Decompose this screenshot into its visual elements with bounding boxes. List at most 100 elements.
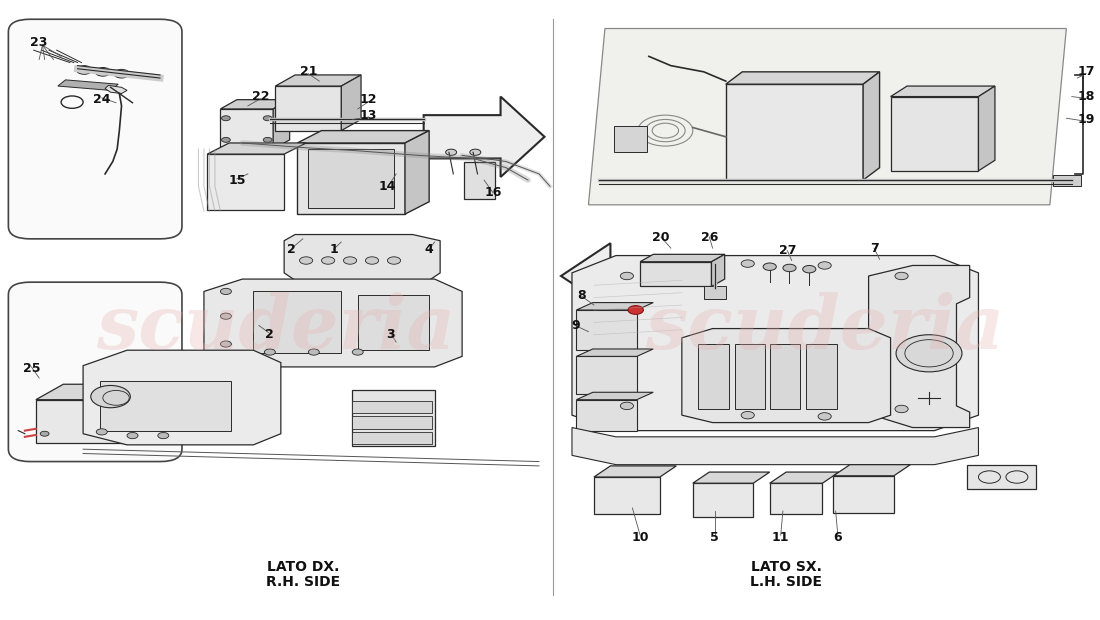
Bar [275, 86, 341, 131]
Circle shape [114, 69, 129, 78]
Polygon shape [576, 392, 653, 400]
Polygon shape [284, 234, 440, 280]
Circle shape [220, 288, 231, 294]
Bar [693, 483, 754, 517]
Circle shape [264, 349, 275, 355]
Polygon shape [712, 254, 725, 286]
Circle shape [470, 149, 481, 156]
Bar [891, 97, 979, 171]
Text: scuderia: scuderia [96, 292, 455, 365]
Text: 10: 10 [631, 531, 649, 544]
Polygon shape [297, 131, 429, 143]
Polygon shape [275, 75, 361, 86]
Polygon shape [84, 350, 280, 445]
Circle shape [157, 433, 168, 439]
Polygon shape [204, 279, 462, 367]
Bar [640, 262, 712, 286]
Polygon shape [864, 72, 880, 180]
Circle shape [221, 138, 230, 143]
Polygon shape [682, 329, 891, 423]
Text: LATO SX.: LATO SX. [751, 560, 822, 574]
Circle shape [221, 116, 230, 121]
Bar [100, 381, 231, 431]
Polygon shape [770, 472, 839, 483]
Bar [968, 464, 1035, 489]
FancyBboxPatch shape [9, 19, 182, 239]
Circle shape [895, 272, 909, 280]
Polygon shape [869, 265, 970, 428]
Bar [704, 286, 726, 299]
Circle shape [77, 66, 92, 74]
Bar [220, 109, 273, 149]
Bar [352, 391, 434, 446]
Text: 7: 7 [870, 242, 879, 255]
Polygon shape [588, 29, 1066, 205]
Circle shape [763, 263, 777, 270]
Bar [358, 294, 429, 350]
Polygon shape [36, 384, 167, 400]
Polygon shape [220, 100, 289, 109]
Bar [576, 310, 637, 350]
Polygon shape [640, 254, 725, 262]
Polygon shape [140, 384, 167, 443]
Text: 27: 27 [779, 244, 796, 257]
Text: 19: 19 [1077, 113, 1094, 126]
Circle shape [741, 260, 755, 267]
Text: 6: 6 [834, 531, 843, 544]
Circle shape [783, 264, 796, 272]
Bar [698, 344, 729, 409]
Bar [806, 344, 837, 409]
Polygon shape [834, 464, 911, 476]
Text: 24: 24 [94, 93, 110, 106]
Bar [352, 432, 432, 445]
Text: 11: 11 [772, 531, 790, 544]
Bar [735, 344, 766, 409]
Bar [614, 126, 647, 153]
Text: scuderia: scuderia [645, 292, 1004, 365]
Polygon shape [726, 72, 880, 84]
Circle shape [620, 402, 634, 410]
Polygon shape [561, 243, 682, 309]
Text: L.H. SIDE: L.H. SIDE [750, 575, 822, 589]
Circle shape [365, 257, 378, 264]
Text: 21: 21 [299, 65, 317, 78]
FancyBboxPatch shape [9, 282, 182, 461]
Circle shape [446, 149, 456, 156]
Bar [770, 483, 823, 514]
Text: 23: 23 [31, 36, 47, 49]
Circle shape [818, 413, 832, 420]
Circle shape [741, 412, 755, 419]
Bar [308, 149, 394, 208]
Circle shape [299, 257, 312, 264]
Polygon shape [405, 131, 429, 214]
Text: 2: 2 [287, 243, 296, 256]
Circle shape [896, 335, 962, 372]
Text: 16: 16 [484, 186, 502, 199]
Text: 20: 20 [652, 231, 670, 244]
Circle shape [220, 313, 231, 319]
Bar [36, 400, 140, 443]
Polygon shape [576, 303, 653, 310]
Text: 2: 2 [265, 328, 274, 341]
Text: LATO DX.: LATO DX. [266, 560, 339, 574]
Bar [770, 344, 801, 409]
Text: 5: 5 [711, 531, 719, 544]
Text: 15: 15 [228, 174, 245, 187]
Circle shape [220, 341, 231, 347]
Polygon shape [693, 472, 770, 483]
Polygon shape [341, 75, 361, 131]
Polygon shape [979, 86, 994, 171]
Circle shape [803, 265, 816, 273]
Bar [207, 154, 284, 210]
Polygon shape [273, 100, 289, 149]
Circle shape [97, 429, 108, 435]
Circle shape [628, 306, 643, 314]
Bar [834, 476, 894, 513]
Circle shape [126, 433, 138, 439]
Bar [352, 401, 432, 414]
Circle shape [387, 257, 400, 264]
Bar [726, 84, 864, 180]
Polygon shape [106, 86, 127, 94]
Circle shape [96, 68, 111, 76]
Polygon shape [891, 86, 994, 97]
